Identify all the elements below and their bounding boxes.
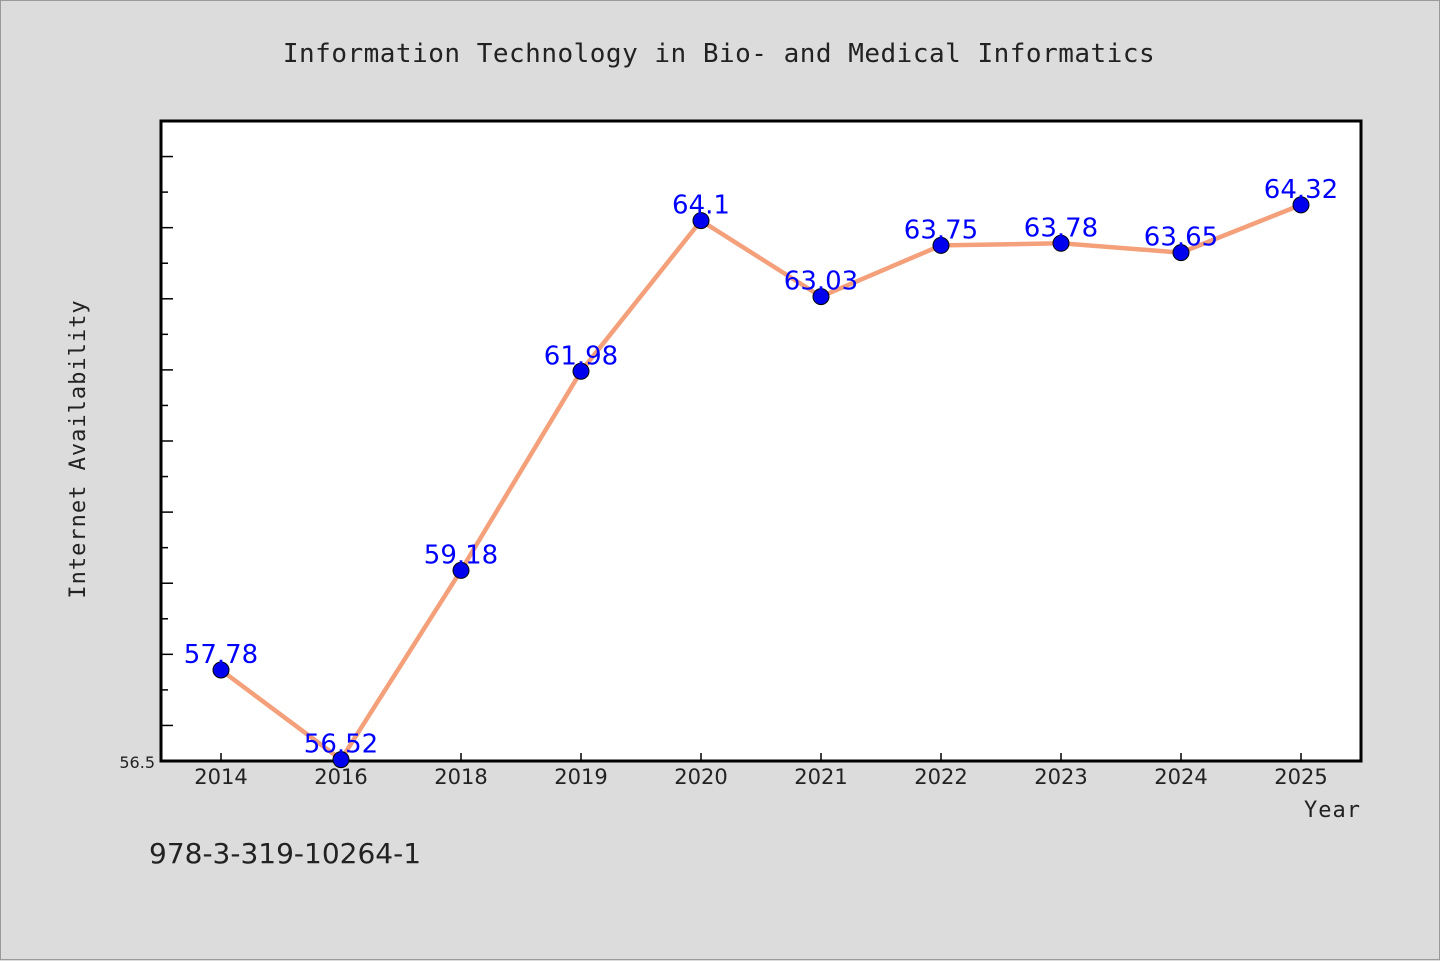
data-point-2023	[1052, 234, 1070, 252]
data-point-2020	[692, 212, 710, 230]
x-tick-label-2025: 2025	[1274, 765, 1327, 789]
x-axis-label: Year	[1304, 798, 1361, 823]
x-tick-label-2024: 2024	[1154, 765, 1207, 789]
data-label-2024: 63.65	[1144, 223, 1218, 253]
footnote-isbn: 978-3-319-10264-1	[149, 837, 421, 870]
data-point-2018	[452, 561, 470, 579]
x-tick-label-2021: 2021	[794, 765, 847, 789]
x-axis-tick-labels: 2014 2016 2018 2019 2020 2021 2022 2023 2024 2025	[194, 765, 1327, 789]
data-label-2023: 63.78	[1024, 213, 1098, 243]
data-point-2014	[212, 661, 230, 679]
data-label-2018: 59.18	[424, 540, 498, 570]
x-tick-label-2020: 2020	[674, 765, 727, 789]
data-point-2021	[812, 288, 830, 306]
x-tick-label-2018: 2018	[434, 765, 487, 789]
chart-title: Information Technology in Bio- and Medic…	[283, 39, 1155, 69]
data-point-2025	[1292, 196, 1310, 214]
series-line	[218, 202, 1304, 762]
series-layer: 57.78 56.52 59.18 61.98 64.1 63.03 63.75 63.78 6…	[184, 175, 1338, 769]
x-tick-label-2016: 2016	[314, 765, 367, 789]
data-label-2020: 64.1	[672, 191, 730, 221]
data-point-2019	[572, 362, 590, 380]
data-point-2016	[332, 751, 350, 769]
data-label-2022: 63.75	[904, 215, 978, 245]
x-tick-label-2014: 2014	[194, 765, 247, 789]
data-label-2019: 61.98	[544, 341, 618, 371]
data-label-2021: 63.03	[784, 267, 858, 297]
y-axis-ticks	[161, 120, 173, 762]
data-label-2014: 57.78	[184, 640, 258, 670]
data-label-2025: 64.32	[1264, 175, 1338, 205]
y-tick-label-min: 56.5	[119, 753, 155, 772]
data-label-2016: 56.52	[304, 730, 378, 760]
x-tick-label-2022: 2022	[914, 765, 967, 789]
x-tick-label-2023: 2023	[1034, 765, 1087, 789]
data-point-2022	[932, 236, 950, 254]
data-point-2024	[1172, 244, 1190, 262]
plot-area	[159, 119, 1363, 763]
x-tick-label-2019: 2019	[554, 765, 607, 789]
y-axis-label: Internet Availability	[66, 299, 91, 598]
